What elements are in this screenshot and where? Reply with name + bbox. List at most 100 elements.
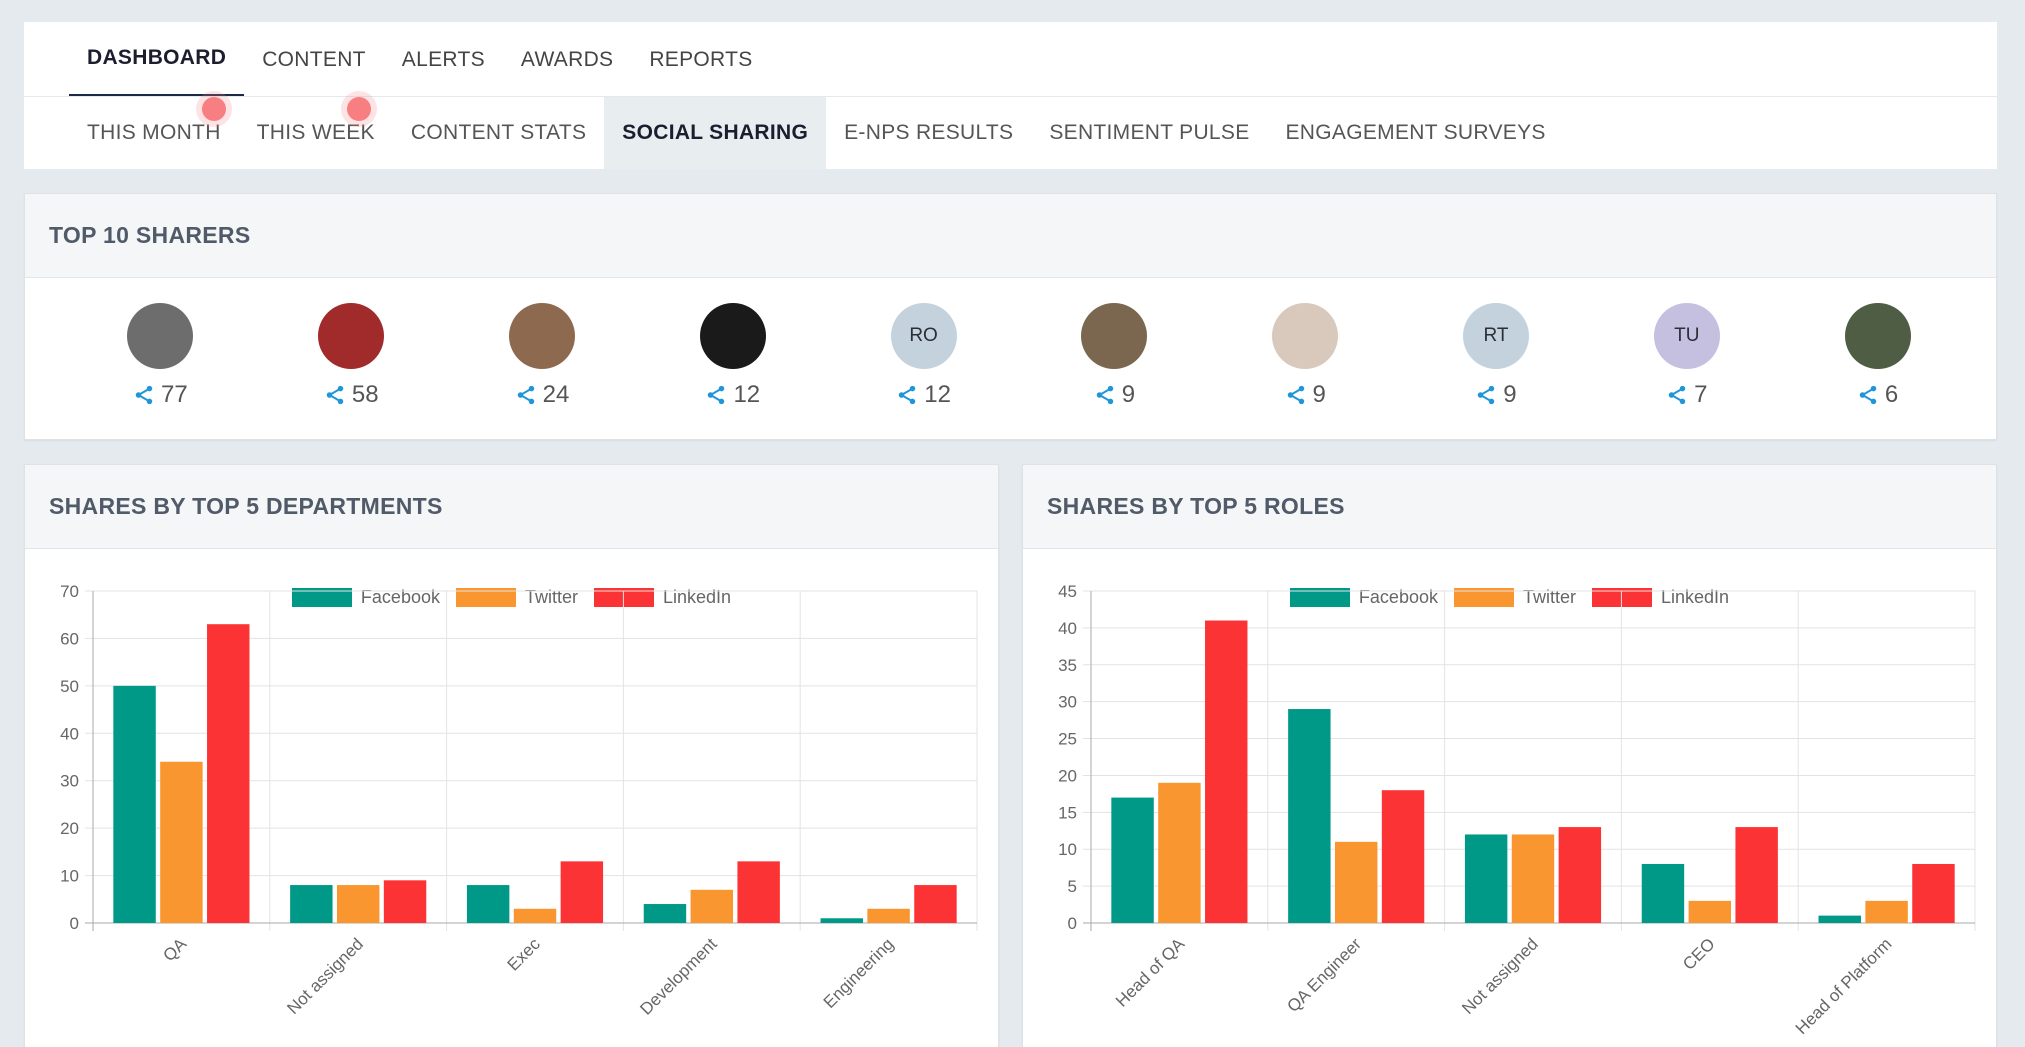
sharer-item[interactable]: 58 xyxy=(256,278,447,409)
bar-facebook[interactable] xyxy=(290,885,333,923)
sharer-item[interactable]: 9 xyxy=(1210,278,1401,409)
bar-linkedin[interactable] xyxy=(1912,863,1955,923)
sharer-item[interactable]: RT 9 xyxy=(1401,278,1592,409)
sharers-list: 77 58 24 12 RO 12 9 9 RT 9 TU 7 6 xyxy=(25,278,1996,409)
legend-swatch xyxy=(1592,588,1652,607)
share-icon xyxy=(1478,385,1495,405)
share-count: 7 xyxy=(1694,381,1708,408)
tab-content[interactable]: CONTENT xyxy=(262,47,366,71)
bar-facebook[interactable] xyxy=(643,904,687,923)
subtab-this-month-label: THIS MONTH xyxy=(87,121,221,144)
share-count-row: 12 xyxy=(705,381,760,409)
share-count-row: 58 xyxy=(324,381,379,409)
top-sharers-title: TOP 10 SHARERS xyxy=(49,222,251,248)
nav-divider xyxy=(24,96,1997,97)
share-count-row: 7 xyxy=(1666,381,1707,409)
departments-title: SHARES BY TOP 5 DEPARTMENTS xyxy=(49,493,443,519)
x-tick-label: Head of Platform xyxy=(1792,934,1896,1038)
bar-linkedin[interactable] xyxy=(1735,827,1778,923)
share-count: 9 xyxy=(1312,381,1326,408)
x-tick-label: Development xyxy=(636,934,720,1018)
x-tick-label: Exec xyxy=(504,934,545,975)
bar-twitter[interactable] xyxy=(1158,782,1201,923)
legend-twitter[interactable]: Twitter xyxy=(455,587,578,608)
bar-facebook[interactable] xyxy=(1288,709,1331,923)
bar-linkedin[interactable] xyxy=(737,861,780,923)
tab-alerts[interactable]: ALERTS xyxy=(401,47,485,71)
bar-facebook[interactable] xyxy=(1818,915,1861,923)
avatar[interactable] xyxy=(1844,303,1911,369)
y-tick-label: 60 xyxy=(60,629,79,648)
avatar[interactable] xyxy=(318,303,385,369)
subtab-sentiment-pulse[interactable]: SENTIMENT PULSE xyxy=(1049,121,1250,144)
legend-twitter[interactable]: Twitter xyxy=(1453,587,1576,608)
y-tick-label: 40 xyxy=(1058,619,1077,638)
bar-facebook[interactable] xyxy=(1111,797,1154,923)
tab-dashboard[interactable]: DASHBOARD xyxy=(69,22,245,97)
subtab-this-week[interactable]: THIS WEEK xyxy=(239,97,393,169)
bar-twitter[interactable] xyxy=(1511,834,1555,923)
sub-tabs: THIS MONTH THIS WEEK CONTENT STATS SOCIA… xyxy=(69,97,1564,169)
bar-linkedin[interactable] xyxy=(1205,620,1248,923)
sharer-item[interactable]: TU 7 xyxy=(1591,278,1782,409)
share-count-row: 6 xyxy=(1857,381,1898,409)
subtab-content-stats[interactable]: CONTENT STATS xyxy=(410,121,587,144)
bar-twitter[interactable] xyxy=(1865,900,1908,923)
legend-linkedin[interactable]: LinkedIn xyxy=(594,587,731,608)
departments-legend: Facebook Twitter LinkedIn xyxy=(25,587,998,608)
bar-facebook[interactable] xyxy=(1641,863,1685,923)
legend-linkedin[interactable]: LinkedIn xyxy=(1592,587,1729,608)
bar-linkedin[interactable] xyxy=(560,861,604,923)
sharer-item[interactable]: 9 xyxy=(1019,278,1210,409)
bar-linkedin[interactable] xyxy=(1558,827,1602,923)
subtab-engagement-surveys[interactable]: ENGAGEMENT SURVEYS xyxy=(1285,121,1546,144)
sharer-item[interactable]: 24 xyxy=(447,278,638,409)
x-tick-label: CEO xyxy=(1679,934,1718,973)
sharer-item[interactable]: 12 xyxy=(637,278,828,409)
bar-facebook[interactable] xyxy=(466,885,510,923)
avatar[interactable] xyxy=(127,303,194,369)
bar-twitter[interactable] xyxy=(513,908,557,923)
bar-twitter[interactable] xyxy=(690,889,734,923)
avatar-initials: TU xyxy=(1674,325,1700,346)
avatar[interactable]: RO xyxy=(890,303,957,369)
bar-twitter[interactable] xyxy=(1688,900,1732,923)
legend-facebook[interactable]: Facebook xyxy=(291,587,440,608)
bar-facebook[interactable] xyxy=(820,918,863,923)
share-count: 12 xyxy=(733,381,761,408)
roles-bar-chart: 0 5 10 15 20 25 30 35 40 45 Head of QA QA Engineer N… xyxy=(1058,585,1976,1038)
bar-twitter[interactable] xyxy=(1334,841,1378,923)
tab-reports[interactable]: REPORTS xyxy=(649,47,753,71)
avatar[interactable] xyxy=(1081,303,1148,369)
bar-linkedin[interactable] xyxy=(207,624,250,923)
avatar[interactable]: TU xyxy=(1653,303,1720,369)
avatar[interactable]: RT xyxy=(1462,303,1529,369)
share-count: 77 xyxy=(161,381,188,408)
bar-twitter[interactable] xyxy=(160,761,203,923)
subtab-social-sharing[interactable]: SOCIAL SHARING xyxy=(604,97,827,169)
subtab-this-week-label: THIS WEEK xyxy=(256,121,375,144)
avatar[interactable] xyxy=(1272,303,1339,369)
tab-awards[interactable]: AWARDS xyxy=(520,47,614,71)
bar-twitter[interactable] xyxy=(336,885,380,923)
departments-header: SHARES BY TOP 5 DEPARTMENTS xyxy=(25,465,998,549)
bar-linkedin[interactable] xyxy=(914,885,957,923)
subtab-enps-results[interactable]: E-NPS RESULTS xyxy=(844,121,1014,144)
bar-twitter[interactable] xyxy=(867,908,910,923)
share-count-row: 12 xyxy=(896,381,951,409)
bar-linkedin[interactable] xyxy=(1381,790,1425,923)
share-icon xyxy=(326,385,344,405)
subtab-this-month[interactable]: THIS MONTH xyxy=(69,97,239,169)
bar-facebook[interactable] xyxy=(113,685,156,923)
sharer-item[interactable]: 6 xyxy=(1782,278,1973,409)
bar-linkedin[interactable] xyxy=(383,880,427,923)
sharer-item[interactable]: RO 12 xyxy=(828,278,1019,409)
sharer-item[interactable]: 77 xyxy=(65,278,256,409)
legend-facebook[interactable]: Facebook xyxy=(1289,587,1438,608)
avatar[interactable] xyxy=(508,303,575,369)
main-tabs: DASHBOARD CONTENT ALERTS AWARDS REPORTS xyxy=(69,22,771,97)
y-tick-label: 30 xyxy=(60,772,79,791)
bar-facebook[interactable] xyxy=(1464,834,1508,923)
avatar[interactable] xyxy=(699,303,766,369)
roles-header: SHARES BY TOP 5 ROLES xyxy=(1023,465,1996,549)
